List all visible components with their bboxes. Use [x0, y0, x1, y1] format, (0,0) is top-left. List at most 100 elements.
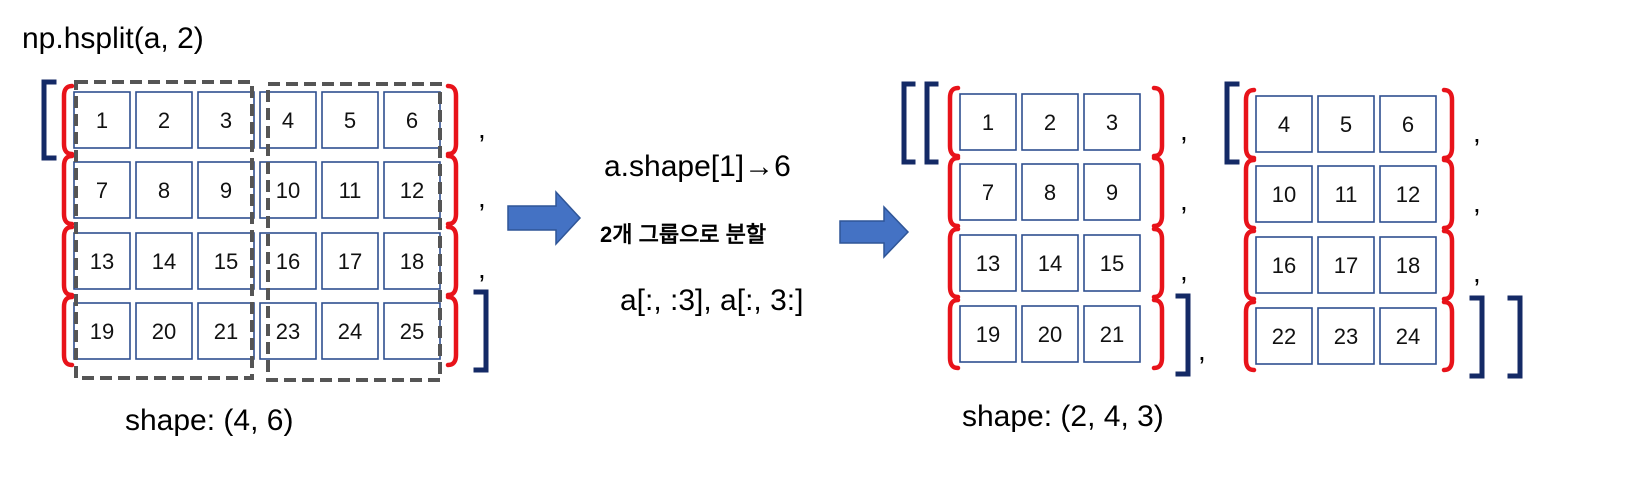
- array-cell: [959, 163, 1017, 221]
- right-block-row: 10 11 12: [1243, 157, 1455, 231]
- cell-value: 2: [158, 108, 170, 133]
- array-cell: [1317, 165, 1375, 223]
- middle-line-shape: a.shape[1]→6: [604, 150, 791, 183]
- cell-value: 1: [96, 108, 108, 133]
- array-cell: [383, 232, 441, 290]
- comma: ,: [478, 182, 486, 213]
- block1-bracket-open: [924, 81, 939, 165]
- row-bracket-close: [1151, 85, 1165, 159]
- array-cell: [1255, 307, 1313, 365]
- row-bracket-close: [445, 153, 459, 227]
- cell-value: 16: [276, 249, 300, 274]
- row-bracket-open: [1243, 87, 1257, 161]
- cell-value: 1: [982, 110, 994, 135]
- cell-value: 13: [90, 249, 114, 274]
- row-bracket-close: [1151, 297, 1165, 371]
- cell-value: 6: [1402, 112, 1414, 137]
- left-group-box-1: [74, 80, 254, 380]
- cell-value: 15: [1100, 251, 1124, 276]
- cell-value: 21: [214, 319, 238, 344]
- row-bracket-open: [1243, 157, 1257, 231]
- cell-value: 5: [344, 108, 356, 133]
- cell-value: 7: [982, 180, 994, 205]
- cell-value: 15: [214, 249, 238, 274]
- right-shape-label: shape: (2, 4, 3): [962, 400, 1164, 433]
- right-block-row: 16 17 18: [1243, 228, 1455, 302]
- array-cell: [321, 161, 379, 219]
- array-cell: [1317, 95, 1375, 153]
- row-bracket-close: [1441, 228, 1455, 302]
- row-bracket-close: [445, 83, 459, 157]
- cell-value: 24: [1396, 324, 1420, 349]
- array-cell: [959, 234, 1017, 292]
- array-cell: [1379, 95, 1437, 153]
- cell-value: 22: [1272, 324, 1296, 349]
- cell-value: 18: [400, 249, 424, 274]
- comma: ,: [1473, 117, 1481, 148]
- row-bracket-close: [445, 294, 459, 368]
- cell-value: 17: [338, 249, 362, 274]
- diagram-title: np.hsplit(a, 2): [22, 22, 204, 55]
- cell-value: 10: [276, 178, 300, 203]
- cell-value: 7: [96, 178, 108, 203]
- cell-value: 9: [220, 178, 232, 203]
- arrow-right-icon: [839, 205, 910, 259]
- array-cell: [1083, 305, 1141, 363]
- row-bracket-close: [445, 224, 459, 298]
- left-outer-bracket-open: [41, 79, 57, 161]
- cell-value: 20: [152, 319, 176, 344]
- cell-value: 14: [1038, 251, 1062, 276]
- cell-value: 23: [276, 319, 300, 344]
- array-cell: [73, 161, 131, 219]
- cell-value: 8: [158, 178, 170, 203]
- block2-bracket-close: [1469, 295, 1485, 379]
- right-block-row: 22 23 24: [1243, 299, 1455, 373]
- row-bracket-close: [1441, 299, 1455, 373]
- comma: ,: [478, 113, 486, 144]
- middle-line-split: 2개 그룹으로 분할: [600, 222, 766, 247]
- array-cell: [1083, 163, 1141, 221]
- right-outer-bracket-close: [1507, 295, 1523, 379]
- cell-value: 17: [1334, 253, 1358, 278]
- left-row: 19 20 21 23 24 25: [61, 294, 459, 368]
- cell-value: 6: [406, 108, 418, 133]
- array-cell: [1255, 236, 1313, 294]
- cell-value: 19: [976, 322, 1000, 347]
- row-bracket-open: [947, 297, 961, 371]
- cell-value: 2: [1044, 110, 1056, 135]
- comma: ,: [1198, 335, 1206, 366]
- row-bracket-open: [1243, 228, 1257, 302]
- cell-value: 24: [338, 319, 362, 344]
- array-cell: [1379, 236, 1437, 294]
- array-cell: [1021, 305, 1079, 363]
- array-cell: [135, 302, 193, 360]
- array-cell: [135, 161, 193, 219]
- cell-value: 19: [90, 319, 114, 344]
- row-bracket-close: [1441, 87, 1455, 161]
- array-cell: [1021, 234, 1079, 292]
- array-cell: [73, 232, 131, 290]
- cell-value: 18: [1396, 253, 1420, 278]
- row-bracket-open: [947, 226, 961, 300]
- left-row: 7 8 9 10 11 12: [61, 153, 459, 227]
- comma: ,: [1180, 185, 1188, 216]
- row-bracket-open: [61, 224, 75, 298]
- right-block-row: 7 8 9: [947, 155, 1165, 229]
- array-cell: [1083, 234, 1141, 292]
- array-cell: [1379, 165, 1437, 223]
- block1-bracket-close: [1175, 293, 1191, 377]
- cell-value: 11: [1335, 182, 1358, 207]
- row-bracket-close: [1151, 226, 1165, 300]
- comma: ,: [478, 253, 486, 284]
- array-cell: [197, 232, 255, 290]
- row-bracket-close: [1441, 157, 1455, 231]
- comma: ,: [1473, 187, 1481, 218]
- block2-bracket-open: [1224, 81, 1240, 165]
- cell-value: 23: [1334, 324, 1358, 349]
- cell-value: 16: [1272, 253, 1296, 278]
- array-cell: [197, 91, 255, 149]
- cell-value: 4: [1278, 112, 1290, 137]
- row-bracket-open: [947, 155, 961, 229]
- comma: ,: [1473, 257, 1481, 288]
